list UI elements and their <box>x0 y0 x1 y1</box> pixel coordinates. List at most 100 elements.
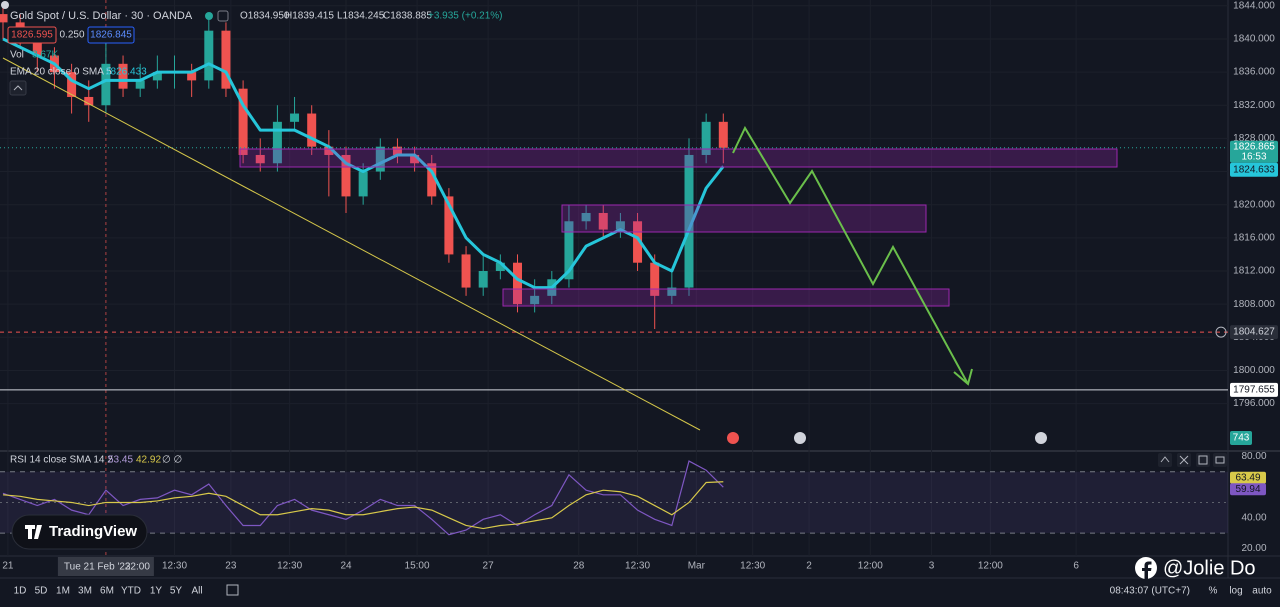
candle-body <box>152 72 162 81</box>
x-tick-label: Mar <box>688 561 706 572</box>
rsi-sma-value: 42.92 <box>136 455 161 466</box>
candle-body <box>307 113 317 147</box>
crosshair-date: Tue 21 Feb '23 <box>64 562 131 573</box>
x-tick-label: 2 <box>806 561 812 572</box>
pane-settings[interactable] <box>1213 453 1227 467</box>
range-button[interactable]: 1Y <box>150 586 163 597</box>
candle-body <box>32 38 42 56</box>
x-tick-label: 15:00 <box>405 561 430 572</box>
rsi-last-box <box>1230 483 1266 496</box>
icon <box>1198 455 1208 465</box>
chevron <box>13 85 23 91</box>
volume-label-box <box>1230 431 1252 445</box>
volume-label: Vol <box>10 50 24 61</box>
sell-price[interactable]: 1826.595 <box>11 30 53 41</box>
icon[interactable] <box>217 10 229 22</box>
rsi-extra: ∅ ∅ <box>162 455 182 466</box>
collapse-button[interactable] <box>9 80 27 96</box>
candle-body <box>392 146 402 155</box>
candle-body <box>290 113 300 122</box>
sell-button[interactable] <box>7 26 57 44</box>
crosshair-box <box>57 557 154 576</box>
rsi-title: RSI 14 close SMA 14 2 <box>10 455 113 466</box>
candle-body <box>410 154 420 164</box>
candle-body <box>718 121 728 148</box>
date-range-icon[interactable] <box>226 584 239 596</box>
candle-body <box>581 212 591 222</box>
candle-body <box>684 154 694 288</box>
range-button[interactable]: 6M <box>100 586 114 597</box>
y-tick-label: 1832.000 <box>1233 100 1275 111</box>
countdown: 16:53 <box>1241 151 1266 162</box>
zone <box>502 288 950 307</box>
x-tick-label: 12:30 <box>740 561 765 572</box>
ema-label: EMA 20 close 0 SMA 5 <box>10 67 112 78</box>
rsi-line <box>2 460 724 536</box>
drawings <box>2 57 1118 444</box>
ohlc-low: L1834.245 <box>337 11 385 22</box>
candle-body <box>204 30 214 81</box>
maximize-pane[interactable] <box>1196 453 1210 467</box>
candle-body <box>530 295 540 305</box>
level-label-box <box>1230 382 1278 397</box>
logo <box>1 1 9 9</box>
range-button[interactable]: All <box>191 586 202 597</box>
ema-value: 1826.433 <box>105 67 147 78</box>
y-tick-label: 40.00 <box>1241 512 1266 523</box>
marks <box>0 5 1228 536</box>
candle-body <box>324 146 334 155</box>
arrow-head <box>953 368 973 386</box>
range-button[interactable]: 3M <box>78 586 92 597</box>
status-dot <box>205 12 213 20</box>
candle-body <box>667 287 677 296</box>
clock: 08:43:07 (UTC+7) <box>1110 586 1190 597</box>
x-tick-label: 12:30 <box>625 561 650 572</box>
candle-body <box>564 221 574 280</box>
icon <box>1215 456 1225 464</box>
rsi-value: 53.45 <box>108 455 133 466</box>
scale-button[interactable]: % <box>1209 586 1218 597</box>
candle-body <box>444 196 454 255</box>
rsi-last-box <box>1230 471 1266 484</box>
buy-button[interactable] <box>87 26 135 44</box>
x-tick-label: 27 <box>483 561 495 572</box>
ohlc-high: H1839.415 <box>285 11 334 22</box>
last-price-box <box>1230 140 1278 163</box>
ema-label-box <box>1230 162 1278 177</box>
level-label: 1797.655 <box>1233 385 1275 396</box>
event-icon[interactable] <box>1035 432 1047 444</box>
crosshair-time: 22:00 <box>125 562 150 573</box>
candle-body <box>221 30 231 89</box>
scale-button[interactable]: log <box>1229 586 1242 597</box>
add-alert[interactable] <box>1215 326 1227 338</box>
ema-last: 1824.633 <box>1233 164 1275 175</box>
move-up[interactable] <box>1158 453 1172 467</box>
zone <box>561 204 927 233</box>
credit: @Jolie Do <box>1163 557 1256 579</box>
event-icon[interactable] <box>727 432 739 444</box>
range-button[interactable]: 5Y <box>170 586 183 597</box>
last-price: 1826.865 <box>1233 141 1275 152</box>
y-tick-label: 1816.000 <box>1233 232 1275 243</box>
range-button[interactable]: 1M <box>56 586 70 597</box>
range-button[interactable]: 1D <box>14 586 27 597</box>
candle-body <box>118 63 128 89</box>
range-button[interactable]: YTD <box>121 586 141 597</box>
trend-line <box>2 57 701 431</box>
watermark: TradingView <box>49 523 137 540</box>
buy-price[interactable]: 1826.845 <box>90 30 132 41</box>
x-tick-label: 12:30 <box>162 561 187 572</box>
x-tick-label: 12:00 <box>858 561 883 572</box>
y-tick-label: 1808.000 <box>1233 299 1275 310</box>
range-button[interactable]: 5D <box>35 586 48 597</box>
scale-button[interactable]: auto <box>1252 586 1272 597</box>
candle-body <box>615 221 625 230</box>
ema-line <box>2 37 725 290</box>
candle-body <box>427 163 437 197</box>
event-icon[interactable] <box>794 432 806 444</box>
x-tick-label: 23 <box>225 561 237 572</box>
candle-body <box>478 270 488 288</box>
